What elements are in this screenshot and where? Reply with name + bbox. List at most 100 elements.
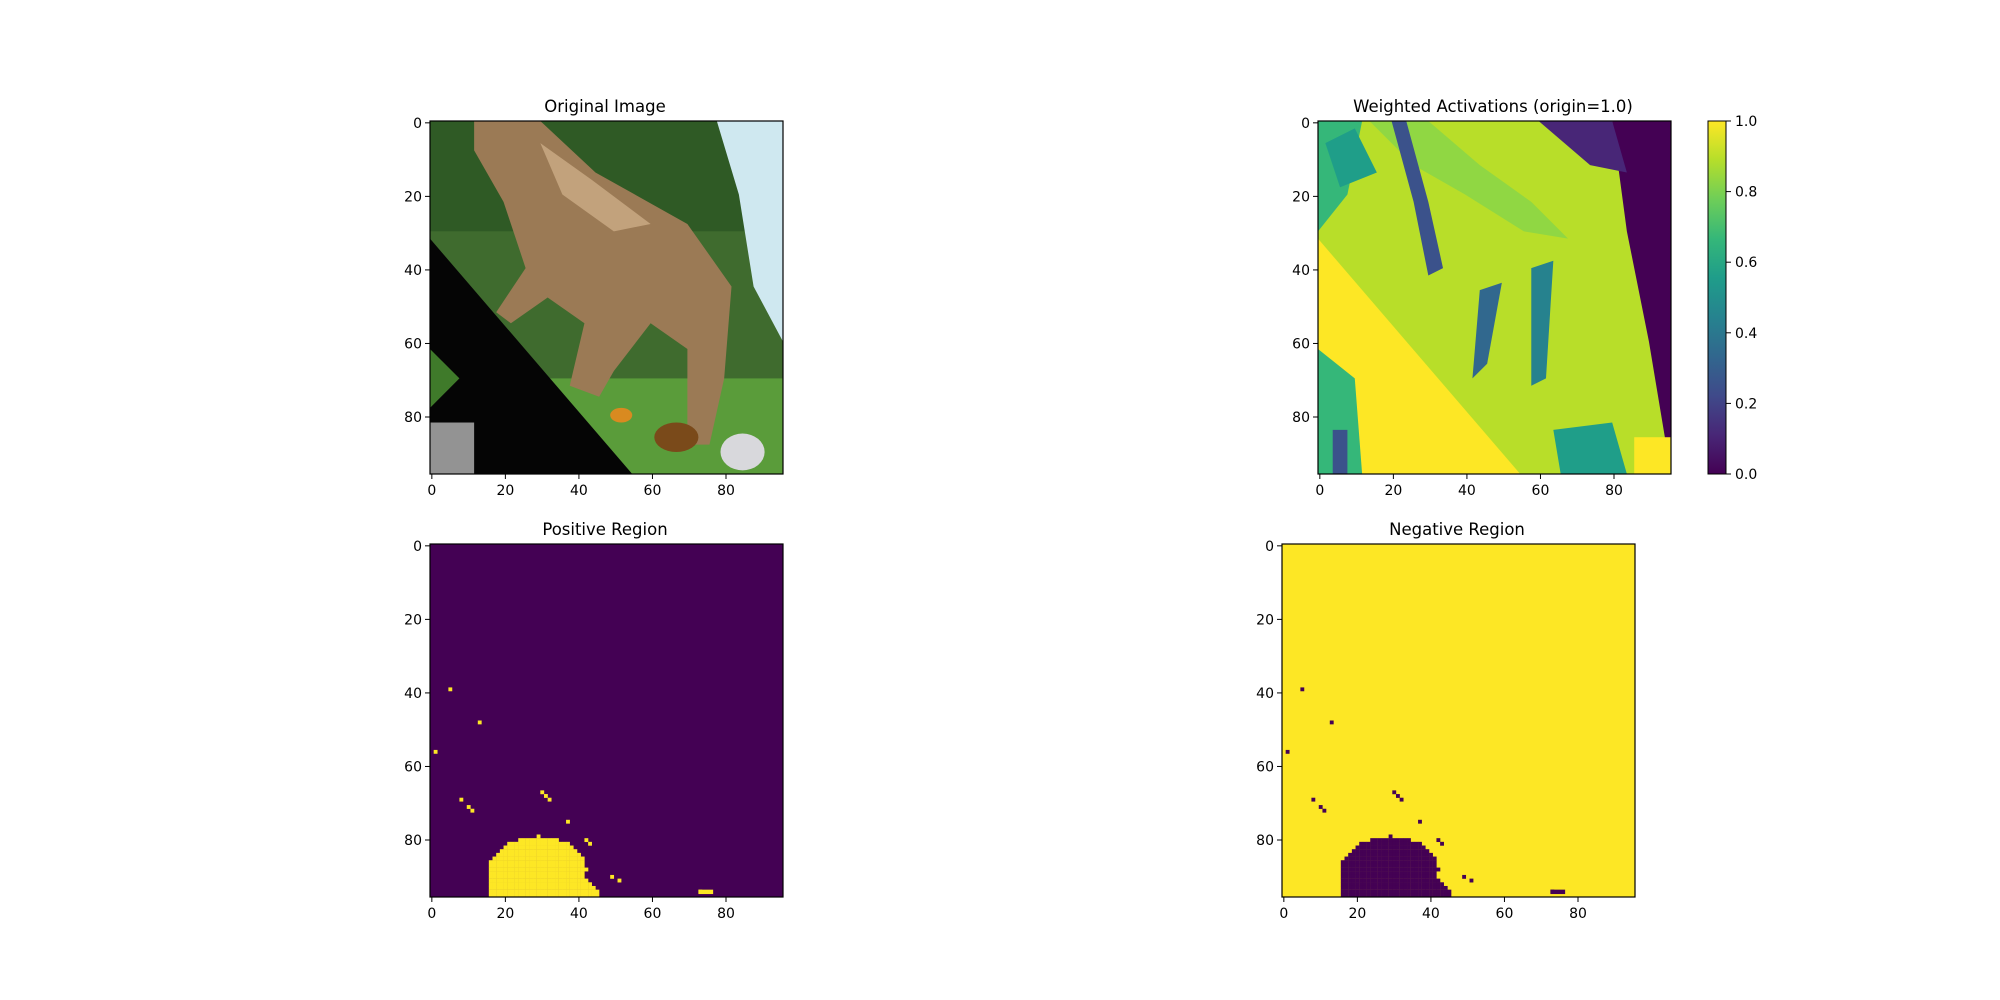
mask-cell [1429,856,1433,861]
mask-cell [499,882,504,887]
mask-cell [1425,852,1430,857]
mask-cell [1421,860,1426,865]
mask-cell [1388,834,1393,839]
mask-cell [1429,860,1433,865]
mask-cell [569,874,574,879]
mask-cell [1366,849,1371,854]
mask-cell [510,863,515,868]
mask-cell [1443,885,1448,890]
mask-cell [551,889,556,894]
mask-cell [514,871,519,876]
mask-cell [503,867,508,872]
mask-cell [525,845,530,850]
mask-cell [488,893,493,898]
mask-cell [569,856,574,861]
mask-cell [1340,885,1345,890]
mask-cell [555,838,559,843]
mask-cell [1399,882,1404,887]
image-object [654,422,699,452]
mask-cell [521,871,526,876]
mask-cell [1322,808,1327,813]
mask-cell [591,893,596,898]
mask-cell [1429,882,1433,887]
mask-cell [1440,889,1444,894]
mask-cell [1403,867,1408,872]
mask-cell [1377,856,1382,861]
mask-cell [1410,889,1415,894]
mask-cell [1432,893,1437,898]
mask-cell [1381,841,1386,846]
mask-cell [496,860,501,865]
mask-cell [1370,893,1375,898]
mask-cell [591,889,596,894]
mask-cell [532,882,537,887]
mask-cell [562,867,567,872]
mask-cell [1359,885,1364,890]
mask-cell [558,852,563,857]
mask-cell [555,849,559,854]
x-tick-label: 80 [717,906,735,922]
mask-cell [529,871,534,876]
mask-cell [1403,860,1408,865]
mask-cell [525,885,530,890]
mask-cell [577,882,581,887]
mask-cell [1348,882,1353,887]
mask-cell [514,867,519,872]
mask-cell [577,863,581,868]
mask-cell [1384,845,1389,850]
mask-cell [569,882,574,887]
mask-cell [1373,863,1378,868]
mask-cell [1300,687,1305,692]
mask-cell [510,867,515,872]
mask-cell [555,863,559,868]
x-tick-label: 40 [570,483,588,499]
mask-cell [492,856,497,861]
mask-cell [1366,860,1371,865]
mask-cell [617,878,622,883]
mask-cell [1373,856,1378,861]
mask-cell [1351,849,1356,854]
mask-cell [1414,856,1419,861]
mask-cell [551,885,556,890]
mask-cell [1362,882,1367,887]
mask-cell [507,893,512,898]
mask-cell [1344,874,1349,879]
mask-cell [525,838,530,843]
mask-cell [1392,893,1397,898]
panel-weighted-activations: 0 20 40 60 80 0 20 40 60 80 [1292,116,1672,499]
mask-cell [1436,885,1441,890]
mask-cell [551,845,556,850]
mask-cell [1550,889,1566,895]
mask-cell [577,856,581,861]
mask-cell [543,885,548,890]
mask-cell [1403,852,1408,857]
mask-cell [1403,863,1408,868]
mask-cell [580,885,585,890]
mask-cell [1348,889,1353,894]
mask-cell [1399,856,1404,861]
mask-cell [1348,878,1353,883]
mask-cell [547,849,552,854]
mask-cell [540,856,545,861]
mask-cell [536,863,541,868]
mask-cell [1366,874,1371,879]
mask-cell [1366,863,1371,868]
x-tick-label: 60 [1496,906,1514,922]
mask-cell [1348,874,1353,879]
mask-cell [1373,845,1378,850]
mask-cell [547,878,552,883]
mask-cell [499,863,504,868]
activation-edge [1538,121,1627,173]
mask-cell [1407,856,1411,861]
mask-cell [562,893,567,898]
mask-cell [558,885,563,890]
mask-cell [1407,845,1411,850]
mask-cell [1395,856,1400,861]
mask-cell [1414,867,1419,872]
x-tick-label: 0 [1279,906,1288,922]
mask-cell [562,845,567,850]
mask-cell [492,882,497,887]
mask-cell [1421,878,1426,883]
mask-cell [1392,849,1397,854]
mask-cell [1373,838,1378,843]
